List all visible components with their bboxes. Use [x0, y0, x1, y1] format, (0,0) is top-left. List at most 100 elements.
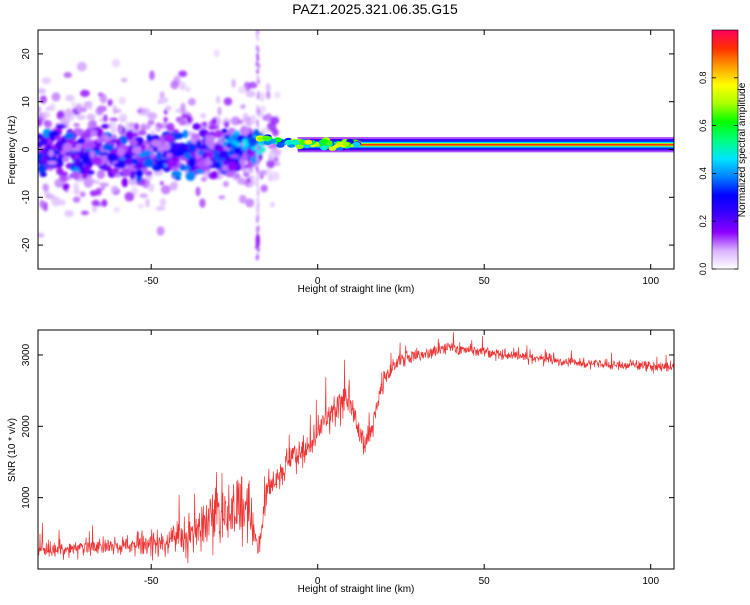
spectrogram-cells — [38, 30, 282, 261]
colorbar-tick-label: 0.2 — [698, 215, 708, 228]
spectrogram-cell — [150, 139, 162, 147]
spectrogram-cell — [62, 155, 70, 163]
spectrogram-streak-cell — [255, 233, 260, 248]
spectrogram-cell — [163, 133, 174, 143]
spectrogram-cell — [38, 232, 45, 238]
spectrogram-cell — [165, 105, 172, 111]
spectrogram-cell — [109, 117, 119, 122]
spectrogram-cell — [101, 123, 110, 129]
spectrogram-cell — [39, 139, 49, 146]
spectrogram-cell — [53, 149, 60, 155]
spectrogram-cell — [121, 177, 129, 188]
spectrogram-streak-cell — [255, 45, 259, 51]
snr-xtick-label: 100 — [642, 576, 659, 587]
spectrogram-cell — [352, 141, 361, 147]
spectrogram-cell — [54, 178, 65, 188]
spectrogram-cell — [231, 78, 236, 89]
spectrogram-cell — [124, 191, 135, 202]
spectrogram-cell — [276, 142, 285, 148]
spectrogram-cell — [138, 203, 144, 209]
spectrogram-cell — [155, 206, 166, 211]
spectrogram-cell — [182, 129, 189, 139]
spectrogram-cell — [237, 178, 248, 185]
spectrogram-cell — [75, 129, 85, 135]
spectrogram-streak-cell — [256, 228, 259, 234]
spectrogram-cell — [42, 183, 49, 192]
spectrogram-cell — [82, 141, 89, 150]
spectrogram-cell — [178, 70, 188, 78]
spectrogram-cell — [75, 143, 82, 152]
spectrogram-cell — [76, 114, 86, 121]
spectrogram-cell — [145, 123, 151, 130]
spectrogram-cell — [110, 167, 120, 175]
spectrogram-cell — [270, 201, 275, 208]
spectrogram-streak-cell — [256, 254, 259, 260]
snr-axes: -50 0 50 100 1000 2000 3000 — [21, 330, 674, 587]
spectrogram-xtick-label: 0 — [315, 276, 321, 287]
spectrogram-cell — [60, 150, 67, 155]
spectrogram-cell — [118, 96, 127, 105]
spectrogram-cell — [95, 187, 102, 196]
spectrogram-cell — [161, 143, 171, 151]
colorbar-tick-label: 0.0 — [698, 263, 708, 276]
spectrogram-cell — [246, 177, 252, 184]
spectrogram-cell — [113, 162, 123, 168]
spectrogram-cell — [245, 198, 255, 208]
snr-ytick-label: 2000 — [21, 415, 32, 438]
spectrogram-cell — [241, 154, 249, 160]
spectrogram-cell — [64, 132, 75, 141]
spectrogram-streak-cell — [255, 33, 259, 39]
spectrogram-ytick-label: -10 — [21, 190, 32, 205]
spectrogram-cell — [236, 119, 244, 125]
spectrogram-streak-cell — [256, 75, 260, 81]
spectrogram-cell — [106, 153, 118, 163]
spectrogram-cell — [73, 182, 80, 190]
snr-ytick-label: 3000 — [21, 343, 32, 366]
spectrogram-cell — [223, 134, 230, 140]
spectrogram-cell — [112, 108, 122, 113]
spectrogram-cell — [65, 94, 75, 102]
spectrogram-cell — [178, 117, 186, 126]
spectrogram-cell — [56, 167, 64, 176]
spectrogram-xlabel: Height of straight line (km) — [298, 284, 415, 295]
spectrogram-cell — [43, 120, 49, 125]
spectrogram-cell — [227, 161, 239, 172]
spectrogram-cell — [231, 140, 238, 146]
spectrogram-cell — [80, 89, 90, 97]
spectrogram-cell — [245, 127, 251, 135]
snr-background — [38, 330, 674, 569]
spectrogram-cell — [233, 130, 240, 136]
spectrogram-cell — [129, 139, 138, 147]
spectrogram-tone-band — [255, 134, 674, 153]
spectrogram-cell — [87, 124, 95, 130]
spectrogram-cell — [228, 150, 235, 156]
spectrogram-cell — [188, 143, 197, 153]
spectrogram-streak-cell — [256, 160, 259, 166]
spectrogram-cell — [87, 114, 95, 121]
spectrogram-cell — [143, 149, 152, 157]
spectrogram-cell — [239, 159, 247, 165]
spectrogram-streak-cell — [256, 68, 259, 74]
spectrogram-cell — [139, 193, 148, 198]
spectrogram-cell — [171, 181, 178, 188]
spectrogram-cell — [262, 135, 271, 141]
spectrogram-cell — [87, 141, 96, 149]
spectrogram-cell — [156, 226, 165, 236]
spectrogram-cell — [159, 198, 167, 207]
spectrogram-cell — [185, 170, 196, 181]
spectrogram-cell — [86, 178, 95, 184]
spectrogram-cell — [274, 91, 281, 99]
spectrogram-cell — [255, 149, 262, 155]
spectrogram-cell — [147, 120, 155, 125]
spectrogram-cell — [241, 145, 248, 151]
spectrogram-cell — [163, 116, 168, 123]
spectrogram-cell — [245, 90, 256, 98]
spectrogram-cell — [251, 145, 258, 151]
spectrogram-cell — [118, 113, 127, 124]
spectrogram-cell — [133, 164, 144, 170]
spectrogram-cell — [319, 138, 328, 144]
spectrogram-cell — [71, 171, 81, 180]
spectrogram-cell — [178, 81, 187, 91]
spectrogram-cell — [222, 160, 230, 166]
